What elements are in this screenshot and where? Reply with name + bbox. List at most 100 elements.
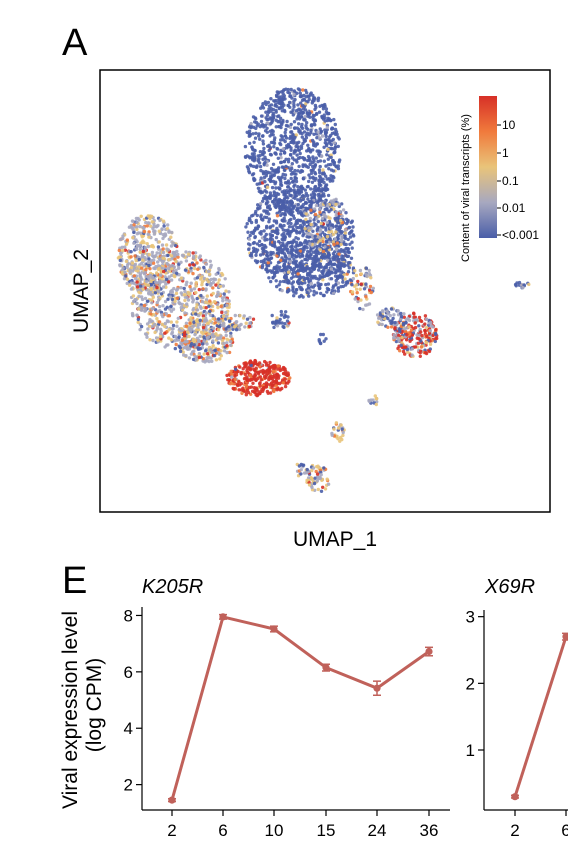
umap-point (314, 156, 318, 160)
umap-point (313, 259, 317, 264)
umap-point (254, 131, 258, 135)
umap-point (245, 375, 249, 379)
umap-point (327, 230, 331, 234)
umap-point (300, 225, 305, 229)
umap-point (225, 344, 229, 348)
umap-point (344, 253, 348, 257)
umap-point (517, 280, 522, 285)
umap-point (298, 131, 302, 135)
umap-point (274, 186, 278, 190)
umap-point (291, 113, 295, 117)
umap-point (204, 258, 208, 263)
umap-point (191, 357, 196, 362)
umap-point (307, 483, 312, 487)
umap-point (278, 280, 282, 284)
umap-point (312, 122, 316, 126)
umap-point (252, 386, 256, 390)
umap-point (348, 235, 353, 239)
umap-point (211, 339, 215, 343)
umap-point (155, 325, 160, 329)
umap-point (266, 269, 270, 273)
umap-point (339, 285, 343, 289)
umap-point (329, 155, 333, 160)
umap-point (257, 134, 261, 138)
umap-point (294, 179, 299, 184)
umap-point (271, 162, 276, 166)
umap-point (287, 225, 292, 229)
umap-point (173, 339, 177, 343)
umap-point (274, 219, 279, 223)
umap-point (124, 242, 129, 246)
umap-point (233, 377, 237, 382)
umap-point (197, 287, 201, 292)
umap-point (312, 481, 317, 486)
umap-point (308, 203, 312, 208)
umap-point (143, 246, 148, 250)
umap-point (352, 234, 356, 238)
umap-point (244, 321, 248, 325)
umap-point (318, 196, 322, 200)
umap-point (335, 241, 339, 245)
umap-point (274, 108, 278, 113)
umap-point (321, 271, 325, 275)
series-line (513, 636, 568, 798)
umap-point (259, 230, 263, 234)
umap-point (179, 276, 183, 280)
umap-point (300, 126, 305, 130)
umap-point (153, 266, 157, 271)
umap-point (369, 398, 373, 402)
umap-point (286, 251, 291, 255)
umap-point (386, 325, 390, 329)
umap-point (149, 214, 154, 218)
umap-point (291, 286, 295, 291)
umap-point (296, 188, 301, 192)
umap-point (343, 277, 347, 281)
umap-point (296, 87, 301, 91)
umap-point (343, 231, 347, 235)
panel-e-y-label-line2: (log CPM) (83, 658, 106, 753)
umap-point (263, 243, 267, 248)
umap-point (313, 476, 317, 480)
umap-point (255, 213, 259, 218)
umap-point (146, 244, 151, 249)
umap-point (339, 218, 343, 223)
umap-point (404, 318, 408, 322)
umap-point (218, 319, 223, 324)
umap-point (272, 325, 276, 330)
umap-point (399, 311, 403, 316)
umap-point (197, 338, 201, 342)
umap-point (149, 282, 154, 287)
umap-point (138, 250, 143, 255)
umap-point (216, 305, 220, 310)
umap-point (279, 176, 283, 180)
umap-point (258, 150, 263, 154)
umap-point (305, 231, 309, 236)
umap-point (269, 252, 274, 256)
umap-point (276, 231, 280, 235)
umap-point (285, 119, 289, 124)
umap-point (247, 324, 252, 329)
data-point (168, 796, 176, 804)
umap-point (321, 275, 325, 279)
umap-point (332, 117, 336, 122)
umap-point (326, 258, 330, 262)
umap-point (211, 291, 215, 296)
umap-point (300, 281, 304, 286)
umap-point (274, 235, 279, 240)
umap-point (262, 229, 266, 233)
umap-point (224, 327, 228, 331)
umap-point (312, 207, 317, 211)
umap-point (268, 226, 272, 230)
umap-point (156, 309, 160, 314)
umap-point (305, 91, 309, 95)
umap-point (307, 200, 311, 204)
umap-point (191, 300, 195, 304)
umap-point (225, 350, 229, 355)
umap-point (332, 427, 336, 431)
umap-point (429, 324, 433, 328)
umap-point (336, 259, 340, 263)
umap-point (219, 334, 223, 338)
umap-point (316, 98, 320, 103)
umap-point (317, 235, 321, 239)
umap-point (324, 187, 329, 192)
